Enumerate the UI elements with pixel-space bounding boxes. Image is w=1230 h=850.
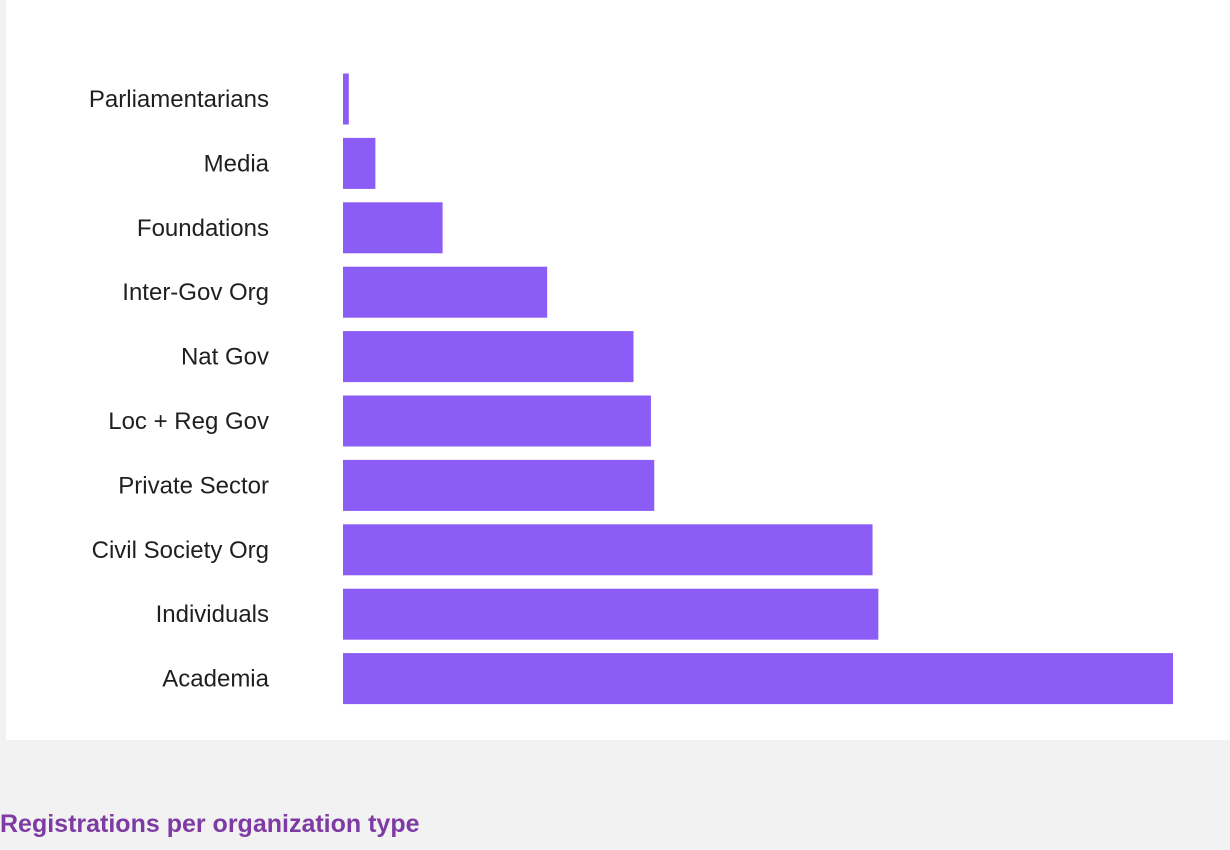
bar-academia <box>343 653 1173 705</box>
category-label-foundations: Foundations <box>137 215 269 242</box>
category-label-private-sector: Private Sector <box>118 472 269 499</box>
chart-card: Parliamentarians Media Foundations Inter-Go… <box>6 0 1230 740</box>
chart-caption: Registrations per organization type <box>0 810 420 838</box>
bar-chart: Parliamentarians Media Foundations Inter-Go… <box>89 73 1173 705</box>
bar-inter-gov-org <box>343 266 548 318</box>
category-label-individuals: Individuals <box>156 601 269 628</box>
category-label-academia: Academia <box>162 666 269 693</box>
bar-civil-society-org <box>343 524 873 576</box>
category-label-media: Media <box>204 150 270 177</box>
bar-loc-reg-gov <box>343 395 651 447</box>
bar-private-sector <box>343 459 655 511</box>
bar-foundations <box>343 202 443 254</box>
bar-nat-gov <box>343 331 634 383</box>
bar-parliamentarians <box>343 73 349 125</box>
category-label-loc-reg-gov: Loc + Reg Gov <box>108 408 269 435</box>
category-label-civil-society-org: Civil Society Org <box>92 537 269 564</box>
bar-media <box>343 137 376 189</box>
category-label-nat-gov: Nat Gov <box>181 344 269 371</box>
category-label-inter-gov-org: Inter-Gov Org <box>122 279 269 306</box>
category-label-parliamentarians: Parliamentarians <box>89 86 269 113</box>
bar-individuals <box>343 588 879 640</box>
